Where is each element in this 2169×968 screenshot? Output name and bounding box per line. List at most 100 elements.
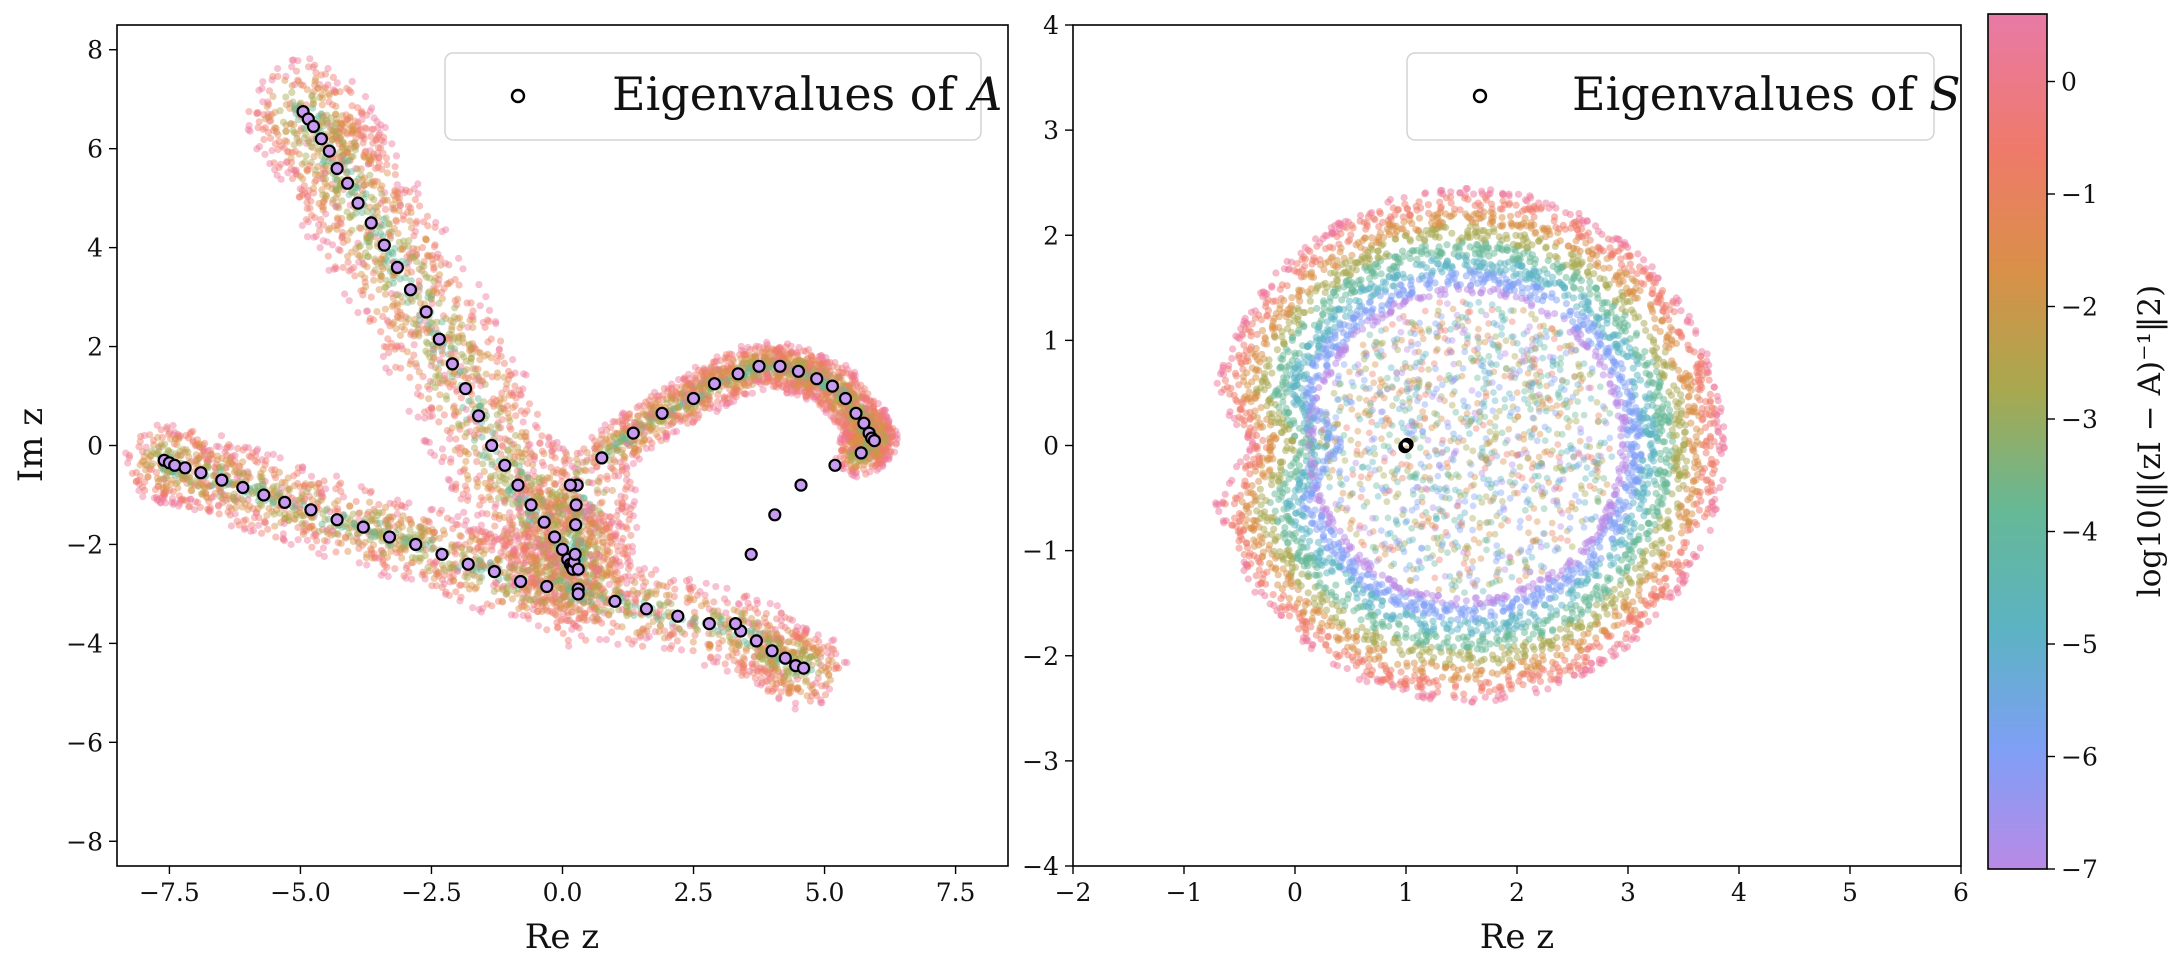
pseudospectrum-point [249,489,257,497]
pseudospectrum-point [556,601,565,609]
pseudospectrum-point [377,121,385,129]
pseudospectrum-point [271,466,279,474]
pseudospectrum-point [329,73,337,81]
pseudospectrum-point [577,509,585,517]
pseudospectrum-point [361,274,369,282]
pseudospectrum-point [505,414,513,422]
pseudospectrum-point [631,486,640,494]
pseudospectrum-point [462,457,470,465]
pseudospectrum-point [564,611,572,619]
pseudospectrum-point [529,519,537,527]
pseudospectrum-point [559,528,567,536]
pseudospectrum-point [519,594,527,603]
pseudospectrum-point [479,460,487,468]
pseudospectrum-point [504,446,512,454]
pseudospectrum-point [525,516,533,524]
pseudospectrum-point [336,247,344,255]
pseudospectrum-point [391,565,399,573]
pseudospectrum-point [551,523,559,532]
pseudospectrum-point [272,533,280,541]
pseudospectrum-point [454,420,463,428]
pseudospectrum-point [739,653,747,662]
pseudospectrum-point [428,412,436,420]
pseudospectrum-point [539,497,547,505]
pseudospectrum-point [475,402,483,410]
pseudospectrum-point [365,238,373,246]
pseudospectrum-point [540,462,548,470]
pseudospectrum-point [395,194,403,202]
pseudospectrum-point [766,600,774,608]
pseudospectrum-point [730,606,738,614]
pseudospectrum-point [481,352,489,360]
pseudospectrum-point [777,634,785,642]
pseudospectrum-point [425,288,433,296]
pseudospectrum-point [451,304,459,312]
pseudospectrum-point [258,475,266,484]
pseudospectrum-point [464,323,472,331]
pseudospectrum-point [629,548,637,556]
pseudospectrum-point [470,444,479,452]
pseudospectrum-point [724,653,733,661]
pseudospectrum-point [189,427,197,435]
pseudospectrum-point [363,307,372,315]
pseudospectrum-point [323,537,331,545]
pseudospectrum-point [533,492,541,500]
pseudospectrum-point [572,510,580,518]
pseudospectrum-point [541,507,549,515]
pseudospectrum-point [304,63,313,71]
pseudospectrum-point [443,514,452,522]
pseudospectrum-point [549,595,557,603]
pseudospectrum-point [338,120,346,128]
pseudospectrum-point [403,253,411,261]
pseudospectrum-point [419,326,427,334]
pseudospectrum-point [506,417,514,425]
pseudospectrum-point [268,147,276,155]
pseudospectrum-point [531,488,539,496]
pseudospectrum-point [523,521,532,529]
pseudospectrum-point [469,365,477,373]
pseudospectrum-point [499,404,507,412]
pseudospectrum-point [590,582,598,591]
pseudospectrum-point [154,496,162,504]
pseudospectrum-point [457,544,465,552]
pseudospectrum-point [357,483,365,491]
pseudospectrum-point [533,602,542,610]
pseudospectrum-point [436,391,444,399]
pseudospectrum-point [418,528,426,536]
pseudospectrum-point [254,109,262,117]
pseudospectrum-point [483,453,491,462]
pseudospectrum-point [322,210,330,218]
pseudospectrum-point [483,316,492,324]
pseudospectrum-point [255,86,263,94]
pseudospectrum-point [343,84,351,92]
pseudospectrum-point [402,313,410,321]
pseudospectrum-point [432,325,440,333]
pseudospectrum-point [447,344,455,352]
pseudospectrum-point [525,615,533,623]
pseudospectrum-point [448,483,456,491]
pseudospectrum-point [319,117,327,126]
pseudospectrum-point [697,602,706,610]
pseudospectrum-point [564,587,572,595]
pseudospectrum-point [435,276,443,284]
pseudospectrum-point [335,245,343,254]
pseudospectrum-point [309,184,318,192]
pseudospectrum-point [510,544,518,553]
pseudospectrum-point [443,377,452,386]
pseudospectrum-point [228,452,237,460]
pseudospectrum-point [288,88,296,96]
pseudospectrum-point [531,473,539,481]
pseudospectrum-point [332,203,340,211]
pseudospectrum-point [326,123,334,131]
pseudospectrum-point [408,559,416,567]
pseudospectrum-point [577,536,585,545]
pseudospectrum-point [292,67,301,75]
pseudospectrum-point [300,124,308,132]
pseudospectrum-point [368,125,376,134]
pseudospectrum-point [405,407,413,415]
pseudospectrum-point [585,541,593,549]
pseudospectrum-point [470,525,478,533]
pseudospectrum-point [522,543,530,552]
pseudospectrum-point [478,433,486,441]
pseudospectrum-point [400,237,408,245]
